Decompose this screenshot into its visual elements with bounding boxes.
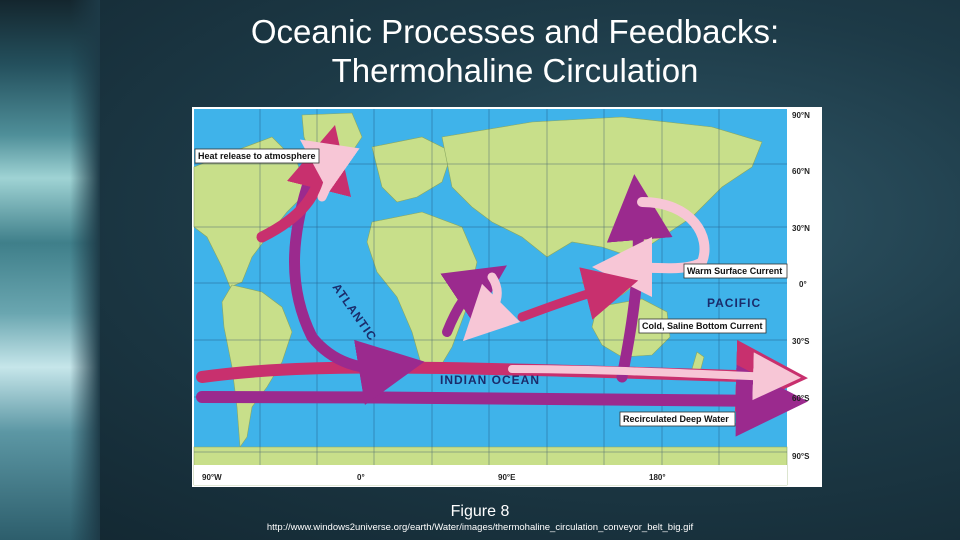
lat-tick: 60°S [792,394,810,403]
lat-tick: 90°N [792,111,810,120]
wave-background-image [0,0,100,540]
cold-bottom-callout: Cold, Saline Bottom Current [638,318,767,334]
indian-warm-current [462,272,521,342]
lat-tick: 60°N [792,167,810,176]
lon-axis-strip [194,465,787,485]
title-line-2: Thermohaline Circulation [331,52,699,89]
cold-bottom-label: Cold, Saline Bottom Current [642,321,763,331]
warm-surface-label: Warm Surface Current [687,266,782,276]
lon-tick: 90°E [498,473,516,482]
lon-tick: 180° [649,473,666,482]
source-url: http://www.windows2universe.org/earth/Wa… [266,522,694,533]
recirculated-callout: Recirculated Deep Water [619,411,736,427]
lat-tick: 0° [799,280,807,289]
lon-tick: 90°W [202,473,222,482]
lat-tick: 90°S [792,452,810,461]
thermohaline-map: ATLANTIC INDIAN OCEAN PACIFIC Heat relea… [192,107,822,487]
map-svg: ATLANTIC INDIAN OCEAN PACIFIC Heat relea… [193,109,810,486]
title-line-1: Oceanic Processes and Feedbacks: [250,13,780,50]
recirculated-label: Recirculated Deep Water [623,414,729,424]
currents [196,124,808,437]
indian-pacific-link [517,267,639,322]
pacific-warm-current [592,197,710,298]
longitude-axis: 90°W 0° 90°E 180° [202,473,666,482]
latitude-axis: 90°N 60°N 30°N 0° 30°S 60°S 90°S [792,111,810,461]
north-america [193,136,308,288]
slide-title: Oceanic Processes and Feedbacks: Thermoh… [160,12,870,90]
lon-tick: 0° [357,473,365,482]
southern-surface-current [508,352,801,401]
heat-release-callout: Heat release to atmosphere [194,148,320,164]
warm-surface-callout: Warm Surface Current [683,263,788,279]
atlantic-cold-current [289,181,425,405]
indian-ocean-label: INDIAN OCEAN [440,373,540,387]
lat-tick: 30°N [792,224,810,233]
recirculated-current [196,364,808,437]
heat-release-label: Heat release to atmosphere [198,151,316,161]
figure-caption: Figure 8 [450,503,510,520]
atlantic-heat-release-arrow [299,139,360,202]
pacific-label: PACIFIC [707,296,761,310]
lat-tick: 30°S [792,337,810,346]
